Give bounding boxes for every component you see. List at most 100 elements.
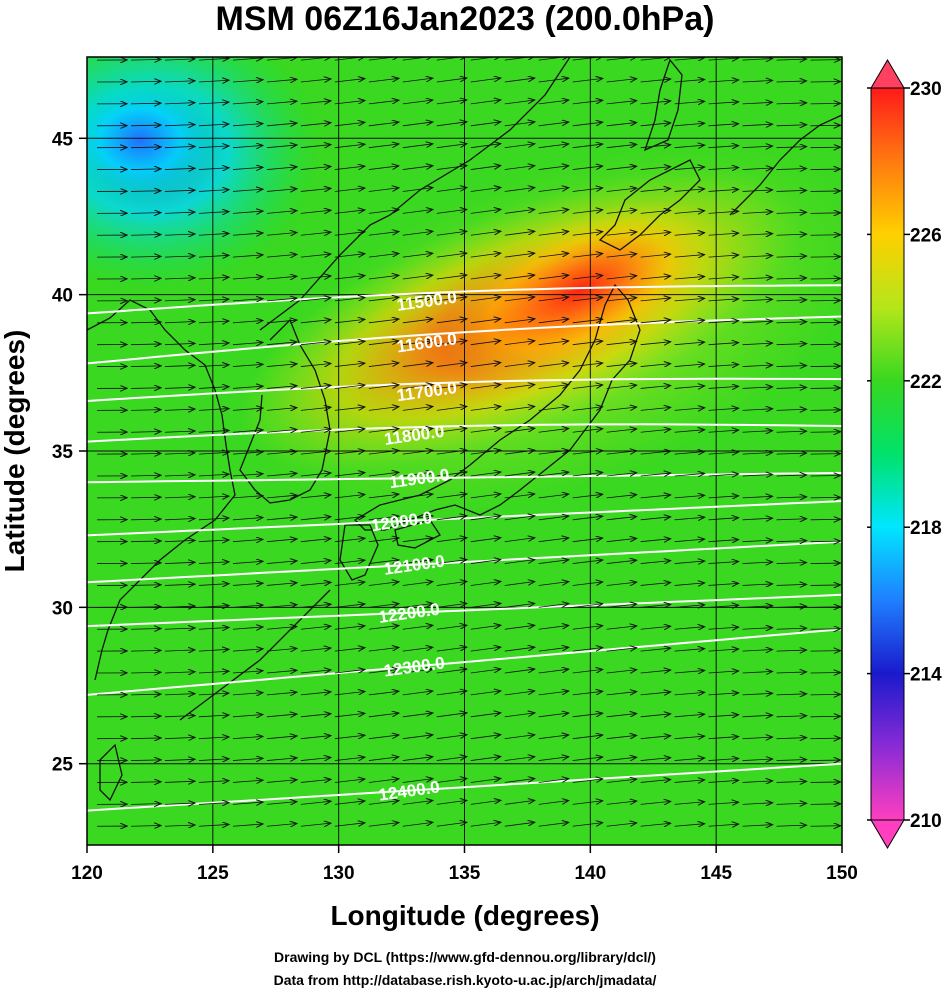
wind-arrow xyxy=(708,277,739,279)
wind-arrow xyxy=(232,518,263,520)
wind-arrow xyxy=(538,625,569,630)
wind-arrow xyxy=(436,209,467,214)
wind-arrow xyxy=(232,605,263,607)
wind-arrow xyxy=(776,781,807,782)
wind-arrow xyxy=(232,496,263,498)
wind-arrow xyxy=(776,81,807,82)
wind-arrow xyxy=(640,407,671,410)
wind-arrow xyxy=(131,213,161,214)
contour-line xyxy=(87,315,842,365)
wind-arrow xyxy=(300,714,331,717)
wind-arrow xyxy=(504,363,535,367)
wind-arrow xyxy=(810,410,841,411)
wind-arrow xyxy=(742,124,773,126)
wind-arrow xyxy=(368,582,399,586)
wind-arrow xyxy=(198,606,229,608)
contour-line xyxy=(87,762,842,812)
wind-arrow xyxy=(131,278,161,279)
wind-arrow xyxy=(164,716,195,717)
wind-arrow xyxy=(640,670,671,673)
wind-arrow xyxy=(334,691,365,696)
wind-arrow xyxy=(776,584,807,585)
x-tick-label: 120 xyxy=(71,863,103,884)
wind-arrow xyxy=(606,429,637,432)
wind-arrow xyxy=(776,431,807,432)
wind-arrow xyxy=(131,410,161,411)
wind-arrow xyxy=(266,627,297,630)
wind-arrow xyxy=(742,146,773,148)
wind-arrow xyxy=(776,650,807,651)
wind-arrow xyxy=(742,102,773,104)
wind-arrow xyxy=(300,79,331,82)
y-axis-label: Latitude (degrees) xyxy=(0,330,30,573)
wind-arrow xyxy=(640,648,671,651)
wind-arrow xyxy=(708,758,739,760)
wind-arrow xyxy=(674,233,705,236)
wind-arrow xyxy=(504,231,535,236)
wind-arrow xyxy=(572,823,603,827)
wind-arrow xyxy=(504,144,535,149)
wind-arrow xyxy=(538,57,569,61)
wind-arrow xyxy=(436,691,467,696)
wind-arrow xyxy=(470,253,501,258)
wind-arrow xyxy=(131,694,161,695)
wind-arrow xyxy=(402,713,433,718)
wind-arrow xyxy=(742,299,773,301)
wind-arrow xyxy=(232,299,263,301)
wind-arrow xyxy=(266,57,297,60)
wind-arrow xyxy=(504,582,535,586)
wind-arrow xyxy=(708,211,739,213)
y-tick-label: 25 xyxy=(52,755,74,776)
wind-arrow xyxy=(674,780,705,783)
wind-arrow xyxy=(538,713,569,718)
wind-arrow xyxy=(606,648,637,651)
wind-arrow xyxy=(504,275,535,280)
wind-arrow xyxy=(402,144,433,149)
wind-arrow xyxy=(538,822,569,827)
x-tick-label: 140 xyxy=(574,863,606,884)
wind-arrow xyxy=(640,714,671,717)
wind-arrow xyxy=(470,341,501,346)
wind-arrow xyxy=(436,144,467,149)
wind-arrow xyxy=(232,693,263,695)
wind-arrow xyxy=(402,757,433,761)
wind-arrow xyxy=(742,781,773,783)
wind-arrow xyxy=(198,233,229,235)
wind-arrow xyxy=(742,387,773,389)
wind-arrow xyxy=(538,100,569,105)
wind-arrow xyxy=(742,234,773,236)
wind-arrow xyxy=(164,300,195,301)
wind-arrow xyxy=(402,188,433,192)
wind-arrow xyxy=(402,538,433,543)
wind-arrow xyxy=(436,581,467,586)
wind-arrow xyxy=(776,278,807,279)
wind-arrow xyxy=(436,494,467,499)
wind-arrow xyxy=(606,144,637,147)
wind-arrow xyxy=(300,495,331,498)
wind-arrow xyxy=(504,691,535,696)
wind-arrow xyxy=(402,253,433,258)
wind-arrow xyxy=(300,736,331,739)
wind-arrow xyxy=(606,254,637,257)
wind-arrow xyxy=(334,210,365,214)
wind-arrow xyxy=(164,409,195,410)
wind-arrow xyxy=(606,166,637,169)
wind-arrow xyxy=(640,604,671,607)
wind-arrow xyxy=(266,583,297,586)
wind-arrow xyxy=(232,80,263,82)
wind-arrow xyxy=(131,804,161,805)
wind-arrow xyxy=(504,800,535,805)
wind-arrow xyxy=(708,715,739,717)
wind-arrow xyxy=(368,604,399,608)
wind-arrow xyxy=(572,122,603,127)
wind-arrow xyxy=(300,473,331,476)
wind-arrow xyxy=(334,144,365,149)
wind-arrow xyxy=(198,409,229,411)
wind-arrow xyxy=(640,736,671,739)
wind-arrow xyxy=(674,79,705,82)
wind-arrow xyxy=(164,562,195,563)
wind-arrow xyxy=(232,715,263,717)
wind-arrow xyxy=(368,494,399,499)
wind-arrow xyxy=(368,297,399,302)
wind-arrow xyxy=(708,167,739,169)
